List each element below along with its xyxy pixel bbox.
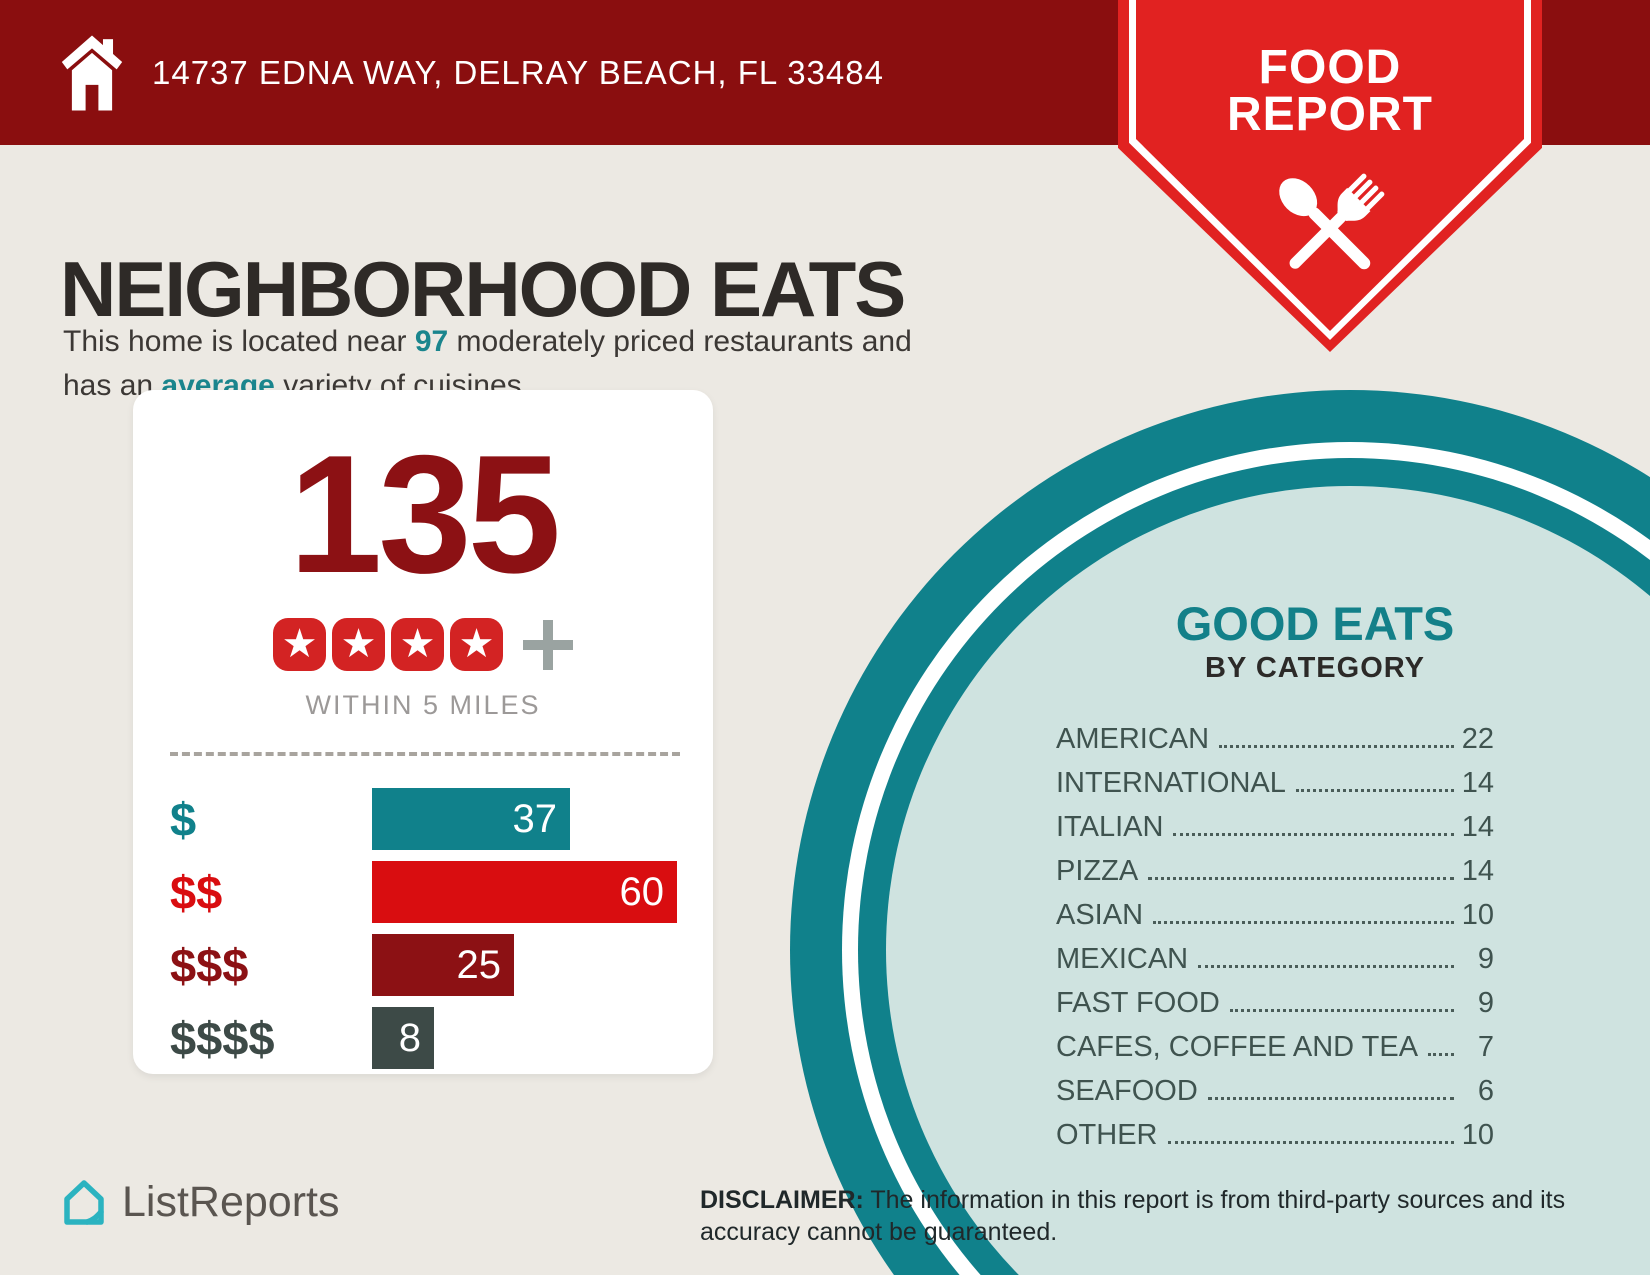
- category-value: 10: [1461, 899, 1494, 931]
- category-label: PIZZA: [1056, 855, 1139, 887]
- category-label: OTHER: [1056, 1119, 1158, 1151]
- dotted-leader: [1219, 745, 1454, 748]
- subtitle-text: This home is located near: [63, 325, 415, 358]
- dotted-leader: [1198, 965, 1454, 968]
- price-level-label: $$: [170, 865, 223, 919]
- price-bar-row: $$$ 25: [170, 934, 680, 996]
- star-icon: ★: [450, 618, 503, 671]
- category-row: ITALIAN 14: [1056, 800, 1494, 844]
- category-label: SEAFOOD: [1056, 1075, 1198, 1107]
- category-value: 22: [1461, 723, 1494, 755]
- category-value: 14: [1461, 855, 1494, 887]
- property-address: 14737 EDNA WAY, DELRAY BEACH, FL 33484: [152, 53, 884, 91]
- dotted-leader: [1207, 1097, 1454, 1100]
- price-level-label: $$$: [170, 938, 249, 992]
- page-title: NEIGHBORHOOD EATS: [60, 245, 906, 334]
- category-label: ITALIAN: [1056, 811, 1164, 843]
- subtitle-text: moderately priced restaurants and: [448, 325, 912, 358]
- good-eats-subtitle: BY CATEGORY: [1205, 652, 1425, 684]
- category-label: FAST FOOD: [1056, 987, 1220, 1019]
- star-icon: ★: [332, 618, 385, 671]
- brand-name: ListReports: [122, 1177, 340, 1226]
- category-label: MEXICAN: [1056, 943, 1189, 975]
- category-value: 10: [1461, 1119, 1494, 1151]
- ribbon-title-line2: REPORT: [1226, 88, 1433, 141]
- dotted-leader: [1295, 789, 1454, 792]
- price-bar-row: $$ 60: [170, 861, 680, 923]
- price-level-bar: 60: [372, 861, 677, 923]
- price-bar-row: $$$$ 8: [170, 1007, 680, 1069]
- category-label: CAFES, COFFEE AND TEA: [1056, 1031, 1419, 1063]
- dashed-divider: [170, 752, 680, 756]
- radius-label: WITHIN 5 MILES: [305, 690, 541, 720]
- rating-stars: ★ ★ ★ ★: [273, 618, 503, 671]
- price-level-label: $: [170, 792, 197, 846]
- listreports-logo-icon: [64, 1180, 104, 1225]
- disclaimer: DISCLAIMER: The information in this repo…: [700, 1184, 1570, 1248]
- category-value: 14: [1461, 767, 1494, 799]
- category-label: INTERNATIONAL: [1056, 767, 1286, 799]
- page-subtitle: This home is located near 97 moderately …: [63, 320, 912, 408]
- category-label: AMERICAN: [1056, 723, 1210, 755]
- price-bar-chart: $37 $$ 60 $$$ 25 $$$$ 8: [170, 788, 680, 1080]
- good-eats-title: GOOD EATS: [1175, 597, 1455, 650]
- category-row: PIZZA 14: [1056, 844, 1494, 888]
- disclaimer-text: The information in this report is from t…: [700, 1186, 1566, 1246]
- dotted-leader: [1148, 877, 1454, 880]
- bar-value: 8: [398, 1015, 421, 1060]
- house-icon: [61, 35, 123, 110]
- bar-value: 25: [456, 942, 502, 987]
- dotted-leader: [1229, 1009, 1454, 1012]
- category-row: CAFES, COFFEE AND TEA 7: [1056, 1020, 1494, 1064]
- category-list: AMERICAN 22 INTERNATIONAL 14 ITALIAN 14 PIZZA 1…: [1056, 712, 1494, 1152]
- rating-row: ★ ★ ★ ★: [133, 618, 713, 671]
- price-level-bar: 25: [372, 934, 514, 996]
- category-value: 7: [1477, 1031, 1494, 1063]
- price-level-bar: 37: [372, 788, 570, 850]
- ribbon-title-line1: FOOD: [1258, 41, 1402, 94]
- star-icon: ★: [273, 618, 326, 671]
- price-level-label: $$$$: [170, 1011, 275, 1065]
- category-row: FAST FOOD 9: [1056, 976, 1494, 1020]
- dotted-leader: [1167, 1141, 1454, 1144]
- plus-icon: [523, 619, 573, 670]
- category-row: MEXICAN 9: [1056, 932, 1494, 976]
- crossed-spoon-fork-icon: [1279, 173, 1385, 270]
- restaurant-count-highlight: 97: [414, 325, 449, 358]
- ribbon-content: FOOD REPORT: [1118, 0, 1542, 309]
- star-icon: ★: [391, 618, 444, 671]
- listreports-brand: ListReports: [60, 1176, 339, 1228]
- disclaimer-label: DISCLAIMER:: [700, 1186, 864, 1214]
- category-value: 14: [1461, 811, 1494, 843]
- category-row: SEAFOOD 6: [1056, 1064, 1494, 1108]
- restaurant-total-count: 135: [288, 420, 561, 608]
- price-bar-row: $37: [170, 788, 680, 850]
- category-row: OTHER 10: [1056, 1108, 1494, 1152]
- food-report-ribbon: FOOD REPORT: [1118, 0, 1542, 352]
- category-value: 6: [1477, 1075, 1494, 1107]
- category-value: 9: [1477, 987, 1494, 1019]
- dotted-leader: [1428, 1053, 1454, 1056]
- bar-value: 37: [512, 796, 558, 841]
- category-row: ASIAN 10: [1056, 888, 1494, 932]
- price-level-bar: 8: [372, 1007, 434, 1069]
- category-row: AMERICAN 22: [1056, 712, 1494, 756]
- category-value: 9: [1477, 943, 1494, 975]
- category-row: INTERNATIONAL 14: [1056, 756, 1494, 800]
- dotted-leader: [1153, 921, 1454, 924]
- restaurant-summary-card: 135 ★ ★ ★ ★ WITHIN 5 MILES $37 $$ 60 $$$ 25 $$$$…: [133, 390, 713, 1074]
- dotted-leader: [1173, 833, 1454, 836]
- bar-value: 60: [619, 869, 665, 914]
- category-label: ASIAN: [1056, 899, 1144, 931]
